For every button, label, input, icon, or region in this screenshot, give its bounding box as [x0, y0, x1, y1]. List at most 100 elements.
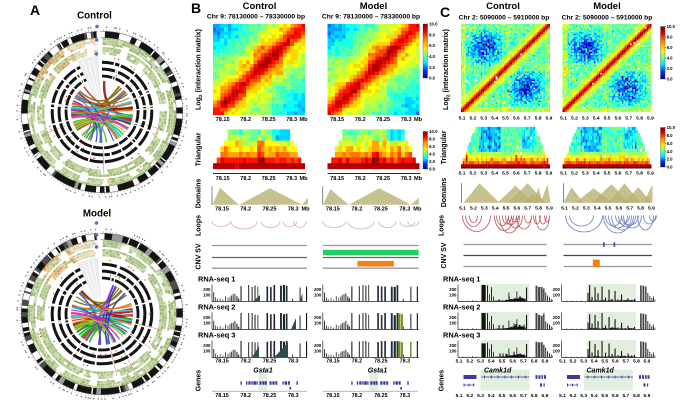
svg-text:5.3: 5.3	[580, 393, 587, 399]
svg-text:78.25: 78.25	[262, 176, 276, 182]
svg-text:5.9: 5.9	[546, 171, 553, 177]
svg-text:5.5: 5.5	[601, 359, 608, 365]
svg-text:10.0: 10.0	[429, 129, 438, 134]
svg-text:A: A	[30, 2, 40, 18]
svg-text:5.4: 5.4	[593, 171, 600, 177]
svg-text:200: 200	[553, 315, 561, 320]
svg-text:5.8: 5.8	[637, 206, 644, 212]
svg-text:RNA-seq 1: RNA-seq 1	[198, 275, 235, 284]
svg-text:5.8: 5.8	[535, 171, 542, 177]
svg-text:78.15: 78.15	[326, 359, 340, 365]
svg-text:0.0: 0.0	[667, 77, 674, 82]
svg-text:5.2: 5.2	[466, 393, 473, 399]
svg-text:200: 200	[203, 315, 211, 320]
svg-text:5.3: 5.3	[480, 116, 487, 122]
svg-text:5.7: 5.7	[524, 171, 531, 177]
svg-text:Mb: Mb	[413, 207, 422, 213]
svg-text:78.2: 78.2	[240, 117, 251, 123]
svg-text:78.3: 78.3	[400, 359, 411, 365]
svg-text:5.6: 5.6	[509, 359, 516, 365]
svg-text:5.1: 5.1	[456, 393, 463, 399]
svg-text:Model: Model	[83, 209, 112, 220]
svg-text:CNV SV: CNV SV	[441, 242, 448, 268]
svg-text:5.6: 5.6	[614, 116, 621, 122]
svg-text:Control: Control	[486, 1, 520, 12]
svg-text:5.2: 5.2	[470, 116, 477, 122]
svg-text:Camk1d: Camk1d	[484, 368, 512, 375]
svg-text:Loops: Loops	[439, 215, 446, 236]
svg-text:78.15: 78.15	[330, 176, 344, 182]
svg-text:8.0: 8.0	[429, 32, 436, 37]
svg-text:Mb: Mb	[414, 176, 423, 182]
svg-text:5.7: 5.7	[622, 359, 629, 365]
svg-text:5.2: 5.2	[571, 171, 578, 177]
svg-text:10.0: 10.0	[429, 22, 438, 27]
svg-text:5.9: 5.9	[644, 359, 651, 365]
svg-text:5.3: 5.3	[480, 171, 487, 177]
svg-text:5.9: 5.9	[648, 206, 655, 212]
svg-text:78.15: 78.15	[215, 359, 229, 365]
svg-text:8.0: 8.0	[667, 133, 674, 138]
svg-text:5.7: 5.7	[625, 171, 632, 177]
svg-text:78.25: 78.25	[374, 359, 388, 365]
svg-text:5.3: 5.3	[477, 393, 484, 399]
svg-text:Camk1d: Camk1d	[587, 368, 615, 375]
svg-text:Loops: Loops	[196, 215, 203, 236]
svg-text:5.1: 5.1	[560, 171, 567, 177]
svg-text:Mb: Mb	[302, 207, 311, 213]
svg-text:78.2: 78.2	[355, 117, 366, 123]
svg-text:78.3: 78.3	[399, 207, 410, 213]
svg-text:4.0: 4.0	[667, 56, 674, 61]
svg-text:5.1: 5.1	[459, 116, 466, 122]
svg-text:5.5: 5.5	[605, 206, 612, 212]
svg-text:100: 100	[553, 321, 561, 326]
svg-text:200: 200	[449, 287, 457, 292]
svg-text:5.6: 5.6	[612, 359, 619, 365]
svg-text:5.4: 5.4	[593, 116, 600, 122]
svg-text:100: 100	[449, 349, 457, 354]
svg-text:4.0: 4.0	[667, 149, 674, 154]
svg-text:200: 200	[314, 287, 322, 292]
svg-text:10.0: 10.0	[667, 125, 676, 130]
svg-text:200: 200	[449, 315, 457, 320]
svg-text:2.0: 2.0	[429, 65, 436, 70]
svg-text:5.9: 5.9	[542, 359, 549, 365]
svg-text:2.0: 2.0	[429, 159, 436, 164]
svg-text:5.3: 5.3	[582, 171, 589, 177]
svg-text:100: 100	[449, 321, 457, 326]
svg-text:78.15: 78.15	[326, 207, 340, 213]
svg-text:B: B	[191, 0, 201, 16]
svg-text:78.15: 78.15	[215, 393, 229, 399]
svg-text:5.1: 5.1	[559, 393, 566, 399]
svg-text:5.6: 5.6	[513, 206, 520, 212]
svg-text:Chr 2: 5090000 – 5910000 bp: Chr 2: 5090000 – 5910000 bp	[459, 15, 550, 22]
svg-text:78.25: 78.25	[374, 207, 388, 213]
svg-text:78.2: 78.2	[352, 393, 363, 399]
svg-text:5.1: 5.1	[560, 116, 567, 122]
svg-text:78.2: 78.2	[355, 176, 366, 182]
svg-text:4.0: 4.0	[429, 152, 436, 157]
svg-text:Gsta1: Gsta1	[253, 368, 273, 375]
svg-text:78.25: 78.25	[262, 207, 276, 213]
svg-text:78.15: 78.15	[216, 176, 230, 182]
svg-text:5.5: 5.5	[499, 393, 506, 399]
svg-text:6.0: 6.0	[667, 45, 674, 50]
svg-text:78.2: 78.2	[352, 359, 363, 365]
svg-text:5.3: 5.3	[481, 206, 488, 212]
svg-text:200: 200	[203, 343, 211, 348]
svg-text:6.0: 6.0	[429, 43, 436, 48]
svg-text:5.3: 5.3	[580, 359, 587, 365]
svg-text:5.1: 5.1	[459, 171, 466, 177]
svg-text:200: 200	[553, 343, 561, 348]
svg-text:78.25: 78.25	[376, 176, 390, 182]
svg-text:78.2: 78.2	[240, 393, 251, 399]
svg-text:100: 100	[553, 293, 561, 298]
svg-text:78.25: 78.25	[263, 393, 277, 399]
svg-text:78.25: 78.25	[263, 359, 277, 365]
svg-text:78.3: 78.3	[401, 117, 412, 123]
svg-text:5.8: 5.8	[531, 359, 538, 365]
svg-text:78.25: 78.25	[376, 117, 390, 123]
svg-text:100: 100	[314, 349, 322, 354]
svg-text:5.4: 5.4	[492, 206, 499, 212]
svg-text:5.4: 5.4	[488, 393, 495, 399]
